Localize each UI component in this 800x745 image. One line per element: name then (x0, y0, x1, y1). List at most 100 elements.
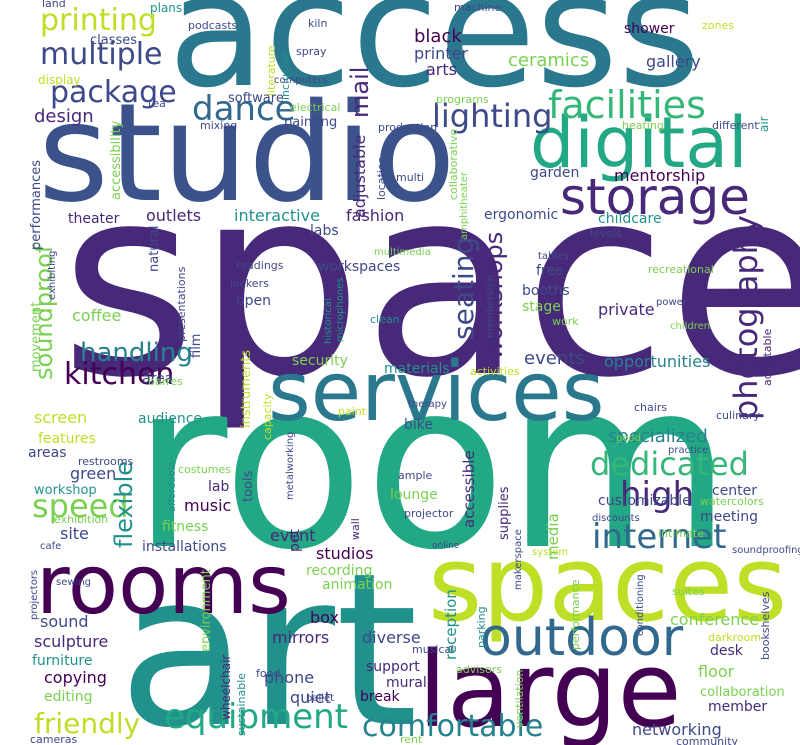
word-power: clean (370, 313, 400, 326)
word-printing: printing (40, 3, 157, 38)
word-paint: therapy (408, 399, 447, 410)
word-networking: networking (632, 720, 722, 739)
word-community: accessibility (109, 120, 124, 200)
word-sewing: musical (412, 643, 455, 656)
word-musical: suites (672, 585, 705, 598)
word-production: air (757, 116, 771, 132)
word-security: security (292, 353, 348, 369)
word-workspaces: workspaces (318, 259, 401, 275)
word-break: break (360, 689, 400, 705)
word-culinary: good (616, 433, 641, 444)
word-facilities: facilities (548, 83, 706, 127)
word-photography: photography (727, 215, 765, 420)
word-performances: movement (29, 301, 44, 372)
word-music: music (184, 496, 232, 515)
word-multimedia: tables (538, 251, 569, 262)
word-access: access (168, 0, 701, 123)
word-collaboration: cameras (30, 733, 78, 745)
word-bike: materials (384, 361, 450, 377)
word-inclusive: location (375, 156, 388, 200)
word-mentorship: mentorship (614, 166, 706, 185)
word-wheelchair: sustainable (235, 672, 248, 736)
word-presentations: film (189, 333, 204, 358)
word-projector: watercolors (700, 495, 764, 508)
word-wall: affordable (167, 461, 178, 512)
word-floor: floor (698, 662, 735, 681)
word-exhibiting: literature (265, 45, 278, 96)
word-performance: conditioning (635, 574, 646, 636)
word-package: package (50, 75, 177, 110)
word-events: events (524, 348, 585, 369)
word-art: art (118, 527, 419, 745)
word-barres: paint (338, 405, 367, 418)
word-tables: readings (236, 259, 284, 272)
word-parking: ventilation (513, 669, 526, 729)
word-areas: areas (28, 445, 67, 461)
word-digital: digital (530, 102, 748, 184)
word-levels: multimedia (374, 247, 431, 258)
word-ceramics: ceramics (508, 50, 590, 71)
word-literature: inclusive (279, 51, 292, 100)
word-event: tools (241, 470, 256, 502)
word-plans: podcasts (188, 19, 238, 32)
word-multi: levels (590, 227, 622, 240)
word-electrical: programs (436, 93, 489, 106)
word-film: natural (147, 225, 162, 272)
word-accessibility: performances (29, 159, 44, 250)
word-large: large (418, 629, 682, 745)
word-arts: arts (426, 60, 457, 79)
word-movement: exhibiting (47, 250, 58, 300)
word-zones: classes (90, 33, 138, 48)
word-location: collaborative (447, 128, 460, 200)
word-seating: seating (447, 236, 480, 340)
word-projectors: adjustable (761, 328, 774, 386)
word-discounts: intimate (658, 527, 704, 540)
word-phone: phone (264, 668, 315, 687)
word-storage: storage (560, 168, 750, 226)
word-recreational: power (656, 297, 687, 308)
word-audience: audience (138, 411, 203, 427)
word-studio: studio (38, 75, 456, 233)
word-affordable: environment (199, 569, 214, 652)
word-intimate: system (532, 547, 569, 558)
word-conference: conference (670, 610, 760, 629)
word-painting: painting (284, 115, 338, 130)
word-environment: wheelchair (219, 654, 233, 720)
word-free: free (536, 263, 564, 279)
word-restrooms: exhibition (54, 513, 109, 526)
word-machine: zones (702, 19, 734, 32)
word-equipment: equipment (164, 697, 348, 737)
word-heating: different (712, 119, 759, 132)
word-clean: work (552, 315, 579, 328)
word-recording: recording (306, 563, 373, 579)
word-installations: installations (142, 539, 227, 555)
word-opportunities: opportunities (604, 352, 711, 371)
word-labs: labs (310, 223, 339, 239)
word-different: production (378, 121, 438, 134)
word-soundproofing: online (432, 541, 460, 551)
word-advisors: food (256, 667, 281, 680)
word-amphitheater: membership (485, 275, 496, 338)
word-bookshelves: projectors (29, 569, 40, 620)
word-ample: costumes (178, 463, 232, 476)
word-space: space (60, 130, 800, 435)
word-sculpture: sculpture (34, 632, 109, 651)
word-darkroom: collaboration (700, 685, 785, 700)
word-materials: land (42, 0, 66, 10)
word-tea: computers (274, 75, 328, 86)
word-spray: tea (148, 97, 166, 110)
word-metalworking: wall (349, 518, 362, 540)
word-tools: bike (404, 417, 433, 433)
word-conditioning: bookshelves (759, 591, 772, 660)
word-workshop: workshop (34, 483, 97, 498)
word-lounge: pet (287, 529, 303, 552)
word-suites: advisors (456, 663, 503, 676)
word-food: ballet (306, 693, 335, 704)
word-sound: sound (40, 612, 89, 631)
word-dedicated: dedicated (590, 445, 749, 483)
word-coffee: coffee (72, 306, 122, 325)
word-private: private (598, 300, 655, 319)
word-media: parking (475, 606, 488, 648)
word-natural: instruments (239, 349, 254, 428)
word-diverse: diverse (362, 628, 421, 647)
